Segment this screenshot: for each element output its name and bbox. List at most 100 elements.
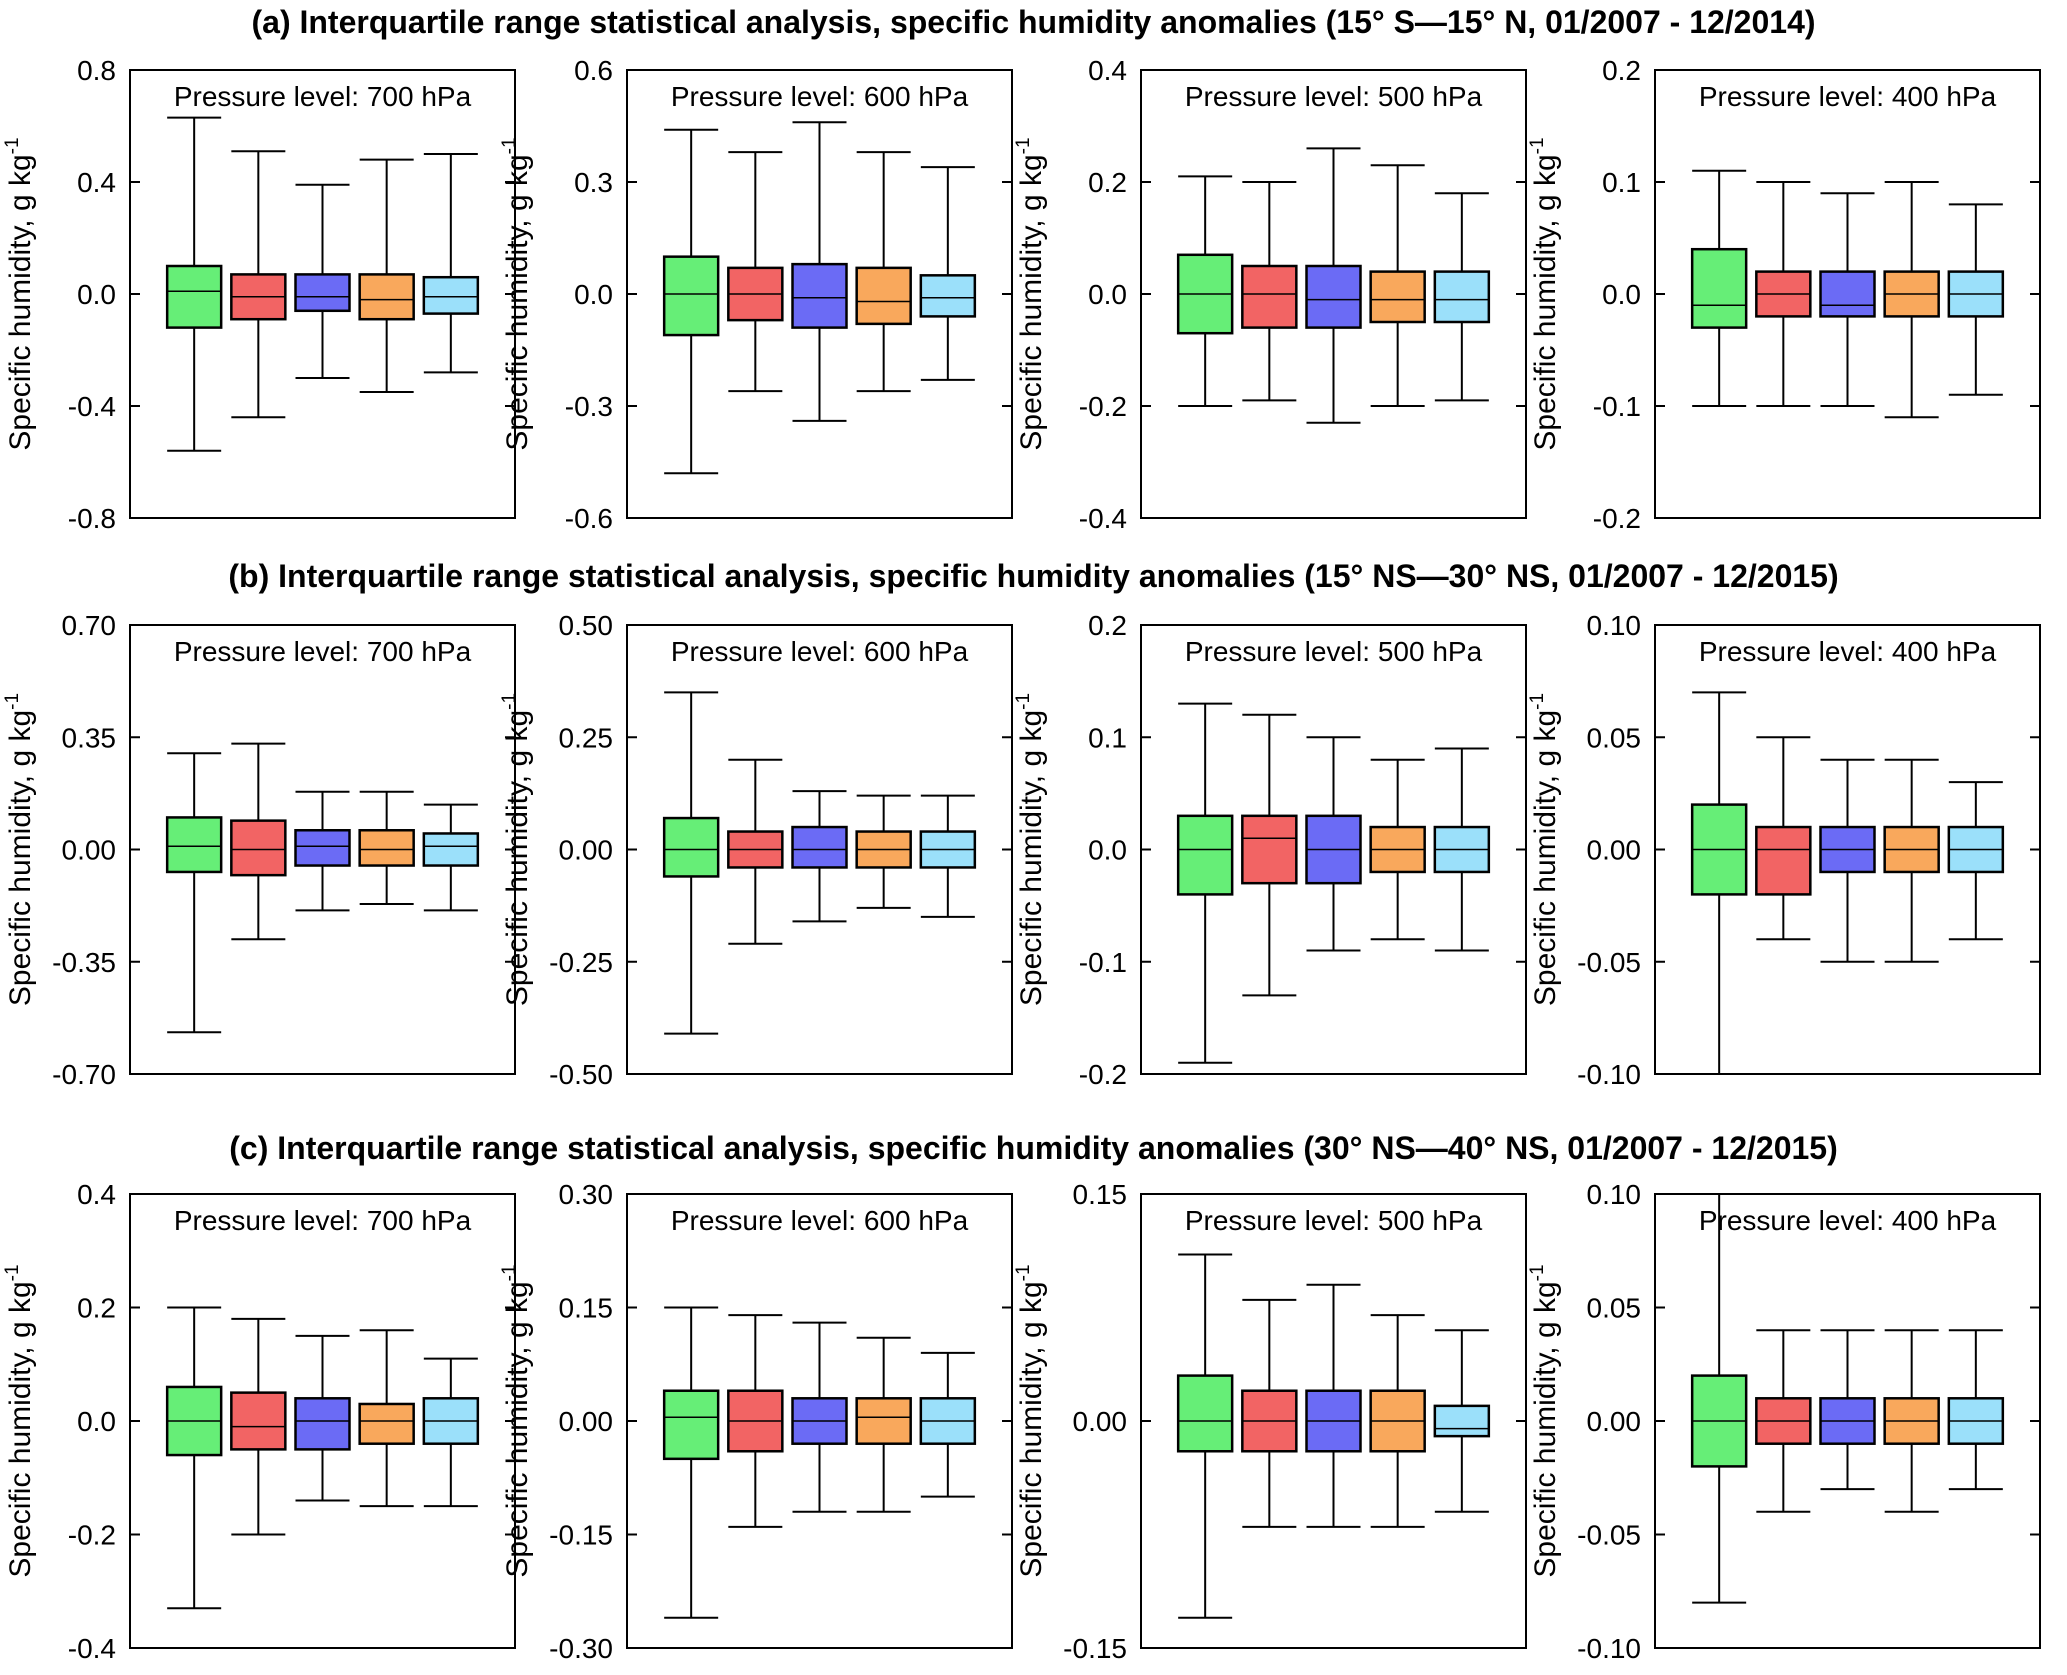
iqr-box xyxy=(919,274,977,318)
iqr-box xyxy=(1176,814,1234,896)
box-5 xyxy=(919,794,977,918)
y-axis-label: Specific humidity, g kg-1 xyxy=(499,1264,534,1577)
y-tick-label: -0.4 xyxy=(68,1633,116,1664)
iqr-box xyxy=(230,819,287,877)
box-5 xyxy=(1433,192,1491,402)
y-tick-label: 0.4 xyxy=(77,167,116,198)
iqr-box xyxy=(1241,264,1298,329)
row-a-title: (a) Interquartile range statistical anal… xyxy=(251,4,1816,40)
y-axis-label: Specific humidity, g kg-1 xyxy=(499,137,534,450)
box-1 xyxy=(1690,1193,1748,1604)
box-3 xyxy=(1305,147,1362,424)
iqr-box xyxy=(791,825,848,869)
y-tick-label: 0.8 xyxy=(77,55,116,86)
box-1 xyxy=(1176,1253,1234,1619)
box-5 xyxy=(1947,781,2005,941)
y-tick-label: 0.00 xyxy=(1587,835,1642,866)
box-2 xyxy=(230,1317,287,1536)
box-2 xyxy=(1241,181,1298,402)
panel-title: Pressure level: 700 hPa xyxy=(174,636,472,667)
iqr-box xyxy=(294,829,351,867)
y-tick-label: 0.2 xyxy=(1088,610,1127,641)
y-tick-label: 0.00 xyxy=(1587,1406,1642,1437)
panel-8: 0.10 0.05 0.00 -0.05 -0.10 Specific humidity,… xyxy=(1527,610,2041,1090)
panel-5: 0.70 0.35 0.00 -0.35 -0.70 Specific humidity,… xyxy=(2,610,516,1090)
y-tick-label: -0.1 xyxy=(1593,391,1641,422)
y-tick-label: 0.25 xyxy=(559,722,614,753)
iqr-box xyxy=(1755,825,1812,896)
y-tick-label: 0.0 xyxy=(574,279,613,310)
box-5 xyxy=(422,153,480,374)
y-tick-label: 0.4 xyxy=(1088,55,1127,86)
y-axis-label: Specific humidity, g kg-1 xyxy=(499,693,534,1006)
box-4 xyxy=(1883,1329,1940,1513)
panel-title: Pressure level: 700 hPa xyxy=(174,1205,472,1236)
y-tick-label: 0.50 xyxy=(559,610,614,641)
box-5 xyxy=(1947,203,2005,396)
y-tick-label: 0.15 xyxy=(559,1293,614,1324)
iqr-box xyxy=(358,829,415,867)
iqr-box xyxy=(1241,814,1298,885)
y-tick-label: -0.30 xyxy=(549,1633,613,1664)
box-1 xyxy=(1176,702,1234,1064)
iqr-box xyxy=(855,1397,912,1445)
y-axis-label: Specific humidity, g kg-1 xyxy=(1527,1264,1562,1577)
panel-title: Pressure level: 600 hPa xyxy=(671,636,969,667)
panel-title: Pressure level: 400 hPa xyxy=(1699,81,1997,112)
y-tick-label: -0.35 xyxy=(52,947,116,978)
y-tick-label: -0.15 xyxy=(1063,1633,1127,1664)
panel-6: 0.50 0.25 0.00 -0.25 -0.50 Specific humidity,… xyxy=(499,610,1013,1090)
box-4 xyxy=(1883,758,1940,963)
y-tick-label: 0.0 xyxy=(1088,279,1127,310)
box-4 xyxy=(358,158,415,393)
iqr-box xyxy=(1176,1374,1234,1453)
y-tick-label: 0.30 xyxy=(559,1179,614,1210)
panel-10: 0.30 0.15 0.00 -0.15 -0.30 Specific humidity,… xyxy=(499,1179,1013,1664)
box-3 xyxy=(791,121,848,422)
panel-1: 0.8 0.4 0.0 -0.4 -0.8 Specific humidity, g kg… xyxy=(2,55,516,534)
box-5 xyxy=(422,1357,480,1508)
box-3 xyxy=(1819,758,1876,963)
y-axis-label: Specific humidity, g kg-1 xyxy=(1013,693,1048,1006)
y-tick-label: -0.2 xyxy=(1079,391,1127,422)
y-tick-label: 0.0 xyxy=(1088,835,1127,866)
y-axis-label: Specific humidity, g kg-1 xyxy=(2,1264,37,1577)
y-tick-label: 0.1 xyxy=(1088,722,1127,753)
box-2 xyxy=(1241,1298,1298,1528)
y-tick-label: 0.0 xyxy=(77,1406,116,1437)
iqr-box xyxy=(662,816,720,878)
iqr-box xyxy=(358,1402,415,1445)
y-tick-label: -0.4 xyxy=(1079,503,1127,534)
box-4 xyxy=(1369,164,1426,407)
y-tick-label: -0.10 xyxy=(1577,1059,1641,1090)
iqr-box xyxy=(230,1391,287,1451)
box-4 xyxy=(358,790,415,906)
iqr-box xyxy=(1433,270,1491,324)
y-tick-label: -0.8 xyxy=(68,503,116,534)
y-tick-label: -0.10 xyxy=(1577,1633,1641,1664)
y-tick-label: -0.2 xyxy=(1079,1059,1127,1090)
y-tick-label: 0.05 xyxy=(1587,722,1642,753)
y-tick-label: -0.05 xyxy=(1577,947,1641,978)
box-3 xyxy=(791,1321,848,1513)
y-tick-label: -0.15 xyxy=(549,1520,613,1551)
panel-9: 0.4 0.2 0.0 -0.2 -0.4 Specific humidity, g kg… xyxy=(2,1179,516,1664)
box-5 xyxy=(919,1351,977,1498)
y-tick-label: 0.1 xyxy=(1602,167,1641,198)
iqr-box xyxy=(1305,264,1362,329)
box-2 xyxy=(727,1314,784,1528)
y-tick-label: -0.25 xyxy=(549,947,613,978)
y-tick-label: -0.05 xyxy=(1577,1520,1641,1551)
box-1 xyxy=(1176,175,1234,407)
box-2 xyxy=(230,742,287,941)
box-3 xyxy=(294,183,351,379)
row-b-title: (b) Interquartile range statistical anal… xyxy=(228,558,1839,594)
box-4 xyxy=(855,1336,912,1513)
row-c-title: (c) Interquartile range statistical anal… xyxy=(229,1130,1838,1166)
y-axis-label: Specific humidity, g kg-1 xyxy=(1527,693,1562,1006)
y-tick-label: 0.10 xyxy=(1587,1179,1642,1210)
box-2 xyxy=(1755,181,1812,407)
y-tick-label: -0.1 xyxy=(1079,947,1127,978)
panel-title: Pressure level: 500 hPa xyxy=(1185,1205,1483,1236)
y-tick-label: -0.6 xyxy=(565,503,613,534)
